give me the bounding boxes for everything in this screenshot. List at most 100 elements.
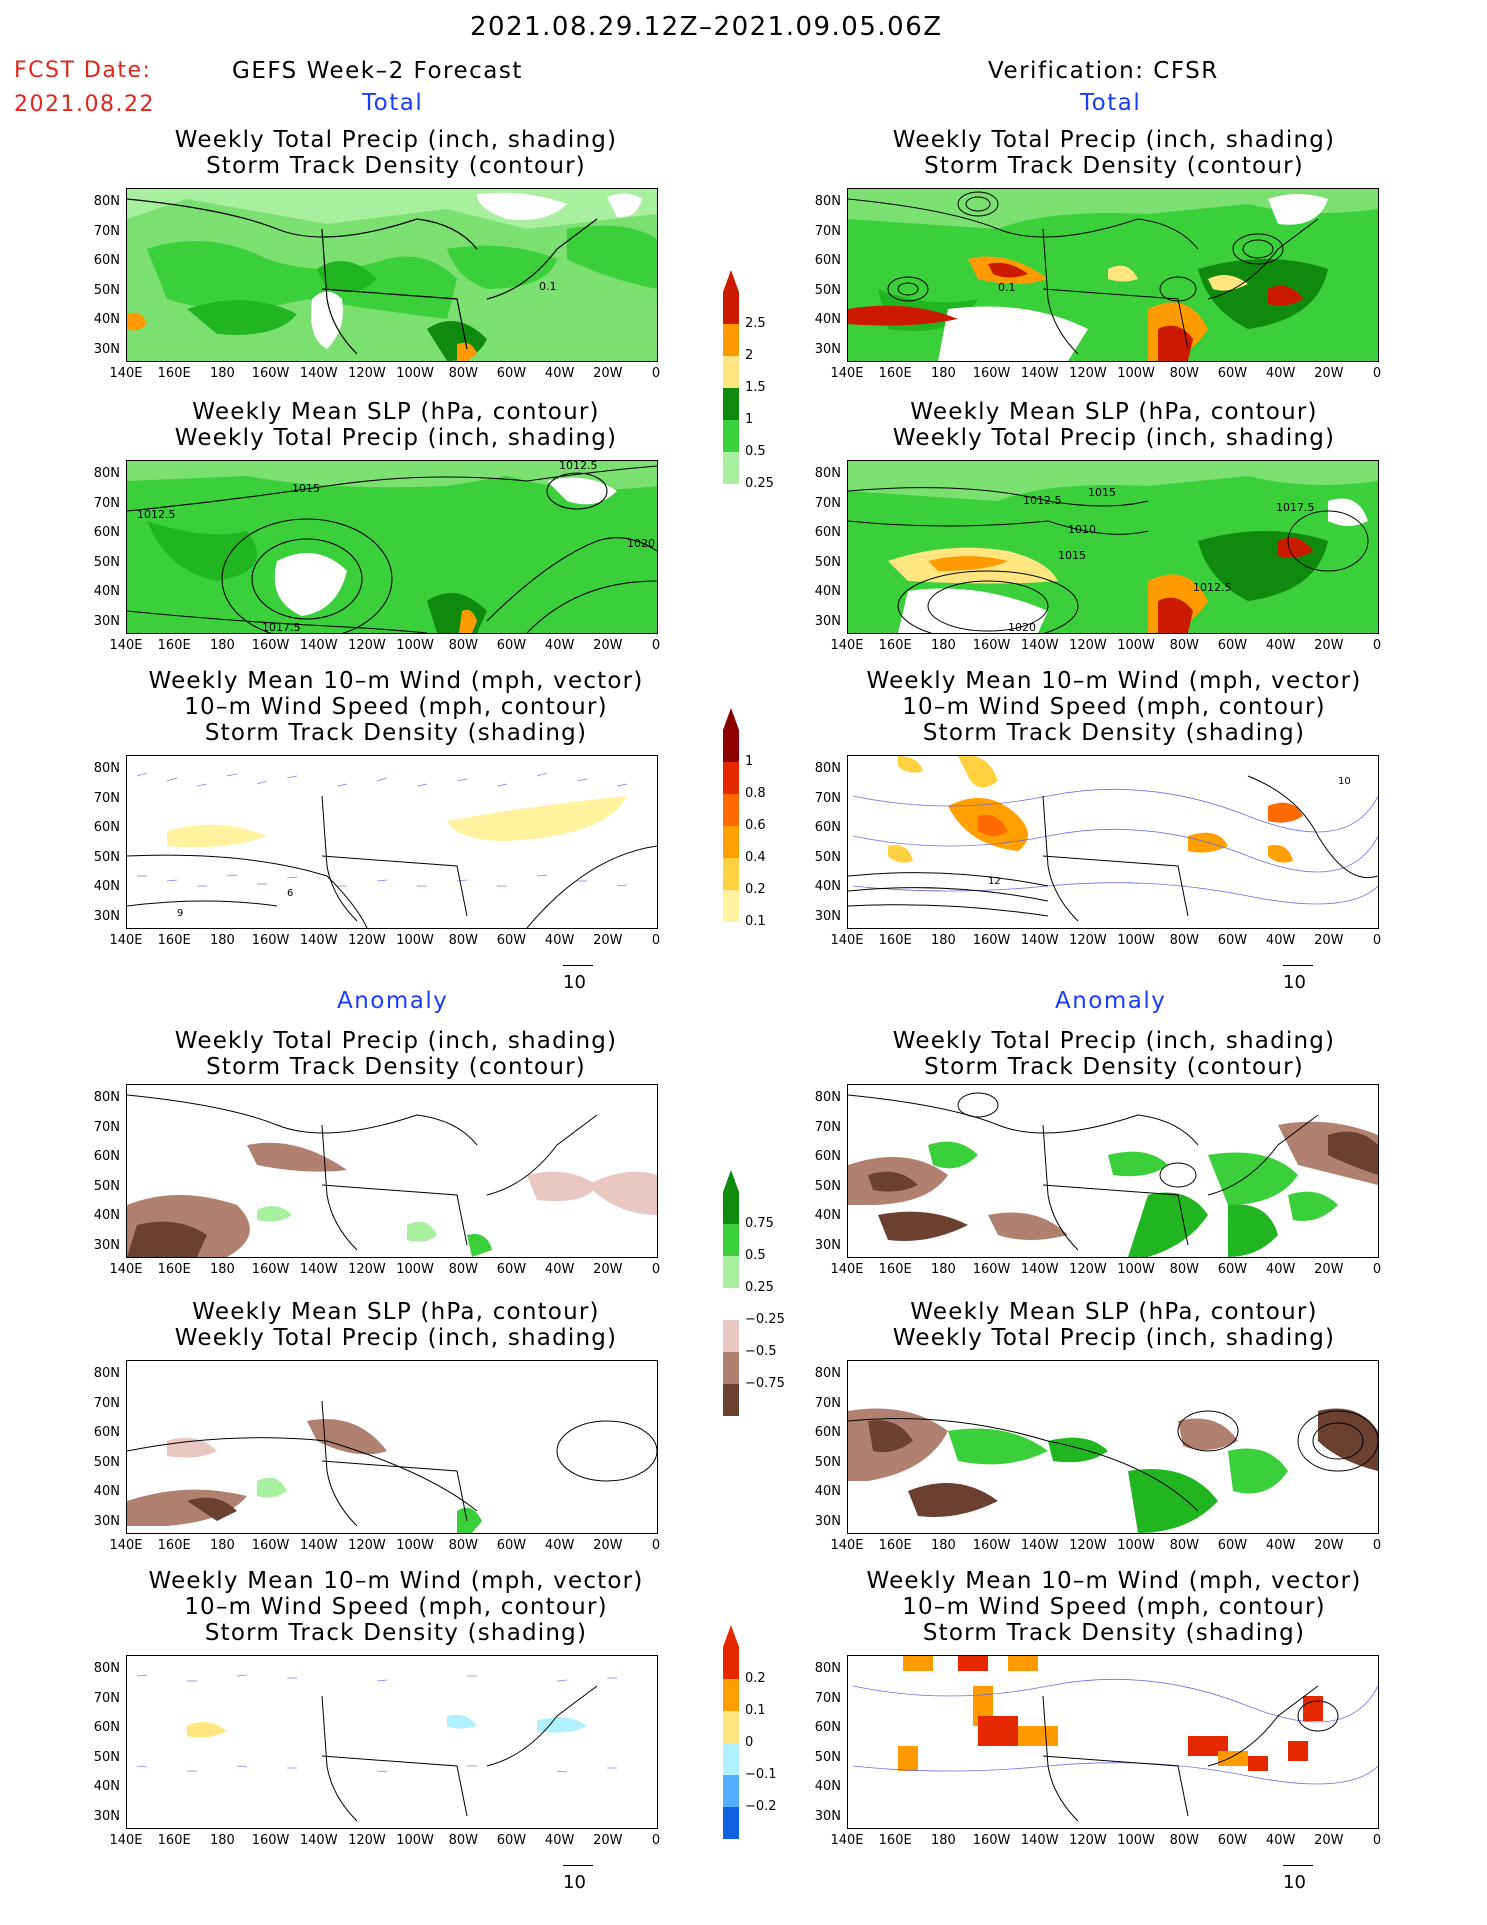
- lon-label: 120W: [348, 638, 386, 653]
- wind-track-map: 9 6: [127, 756, 657, 928]
- lon-label: 40W: [544, 1833, 575, 1848]
- panel-title-l3: Weekly Mean 10–m Wind (mph, vector) 10–m…: [126, 668, 666, 746]
- lon-label: 80W: [448, 1538, 478, 1553]
- lon-label: 160E: [878, 1538, 912, 1553]
- colorbar-label: 0.8: [745, 786, 766, 801]
- lat-label: 60N: [93, 1720, 120, 1735]
- lat-label: 30N: [93, 908, 120, 924]
- lat-label: 70N: [814, 790, 841, 806]
- panel-title-r2: Weekly Mean SLP (hPa, contour) Weekly To…: [844, 399, 1384, 451]
- lon-label: 40W: [544, 638, 575, 653]
- contour-label: 1012.5: [137, 508, 176, 521]
- lon-axis: 140E 160E 180 160W 140W 120W 100W 80W 60W 40W 20W 0: [830, 638, 1387, 654]
- lon-label: 180: [930, 1833, 956, 1848]
- slp-precip-map: 1015 1012.5 1012.5 1020 1017.5: [127, 461, 657, 633]
- colorbar-arrow: [723, 708, 739, 730]
- lon-label: 100W: [1117, 1262, 1155, 1277]
- lon-label: 160E: [157, 638, 191, 653]
- colorbar-arrow: [723, 270, 739, 292]
- colorbar-segment: [723, 730, 739, 762]
- contour-label: 12: [988, 876, 1001, 887]
- lon-label: 160W: [251, 933, 290, 948]
- lon-label: 160W: [972, 1262, 1011, 1277]
- title-line: 10–m Wind Speed (mph, contour): [902, 694, 1326, 720]
- title-line: Weekly Total Precip (inch, shading): [892, 1325, 1336, 1351]
- lon-axis: 140E 160E 180 160W 140W 120W 100W 80W 60W 40W 20W 0: [109, 1538, 666, 1554]
- lat-label: 50N: [93, 849, 120, 865]
- lon-label: 140E: [830, 1538, 864, 1553]
- lat-label: 50N: [814, 282, 841, 298]
- colorbar-label: 1: [745, 412, 754, 427]
- lon-label: 80W: [448, 1833, 478, 1848]
- lon-label: 100W: [396, 1262, 434, 1277]
- lon-label: 120W: [348, 1262, 386, 1277]
- lon-axis: 140E 160E 180 160W 140W 120W 100W 80W 60W 40W 20W 0: [109, 366, 666, 382]
- contour-label: 1012.5: [1193, 581, 1232, 594]
- lat-label: 30N: [93, 341, 120, 357]
- lat-label: 80N: [814, 1366, 841, 1381]
- right-anomaly-label: Anomaly: [1055, 988, 1167, 1014]
- lon-label: 100W: [396, 1538, 434, 1553]
- lon-label: 160E: [157, 1538, 191, 1553]
- map-panel-l4: [126, 1084, 658, 1258]
- lon-label: 0: [651, 638, 661, 653]
- vector-ref-value: 10: [563, 972, 586, 993]
- title-line: Storm Track Density (contour): [206, 1054, 586, 1080]
- right-column-title: Verification: CFSR: [988, 58, 1219, 84]
- lon-axis: 140E 160E 180 160W 140W 120W 100W 80W 60W 40W 20W 0: [830, 1538, 1387, 1554]
- lat-label: 70N: [814, 1395, 841, 1411]
- fcst-date-label: FCST Date:: [14, 58, 152, 83]
- lat-label: 70N: [814, 223, 841, 239]
- lat-label: 70N: [93, 790, 120, 806]
- colorbar-track-anom: 0.2 0.1 0 −0.1 −0.2: [723, 1625, 803, 1875]
- lat-label: 50N: [93, 1454, 120, 1470]
- precip-anom-map: [848, 1085, 1378, 1257]
- lon-label: 0: [651, 933, 661, 948]
- lon-label: 140W: [1020, 638, 1059, 653]
- lat-label: 70N: [814, 1690, 841, 1706]
- left-total-label: Total: [362, 90, 424, 116]
- title-line: Weekly Mean 10–m Wind (mph, vector): [148, 1568, 644, 1594]
- lon-label: 140W: [299, 1538, 338, 1553]
- lon-label: 60W: [1217, 1262, 1248, 1277]
- title-line: Weekly Total Precip (inch, shading): [892, 425, 1336, 451]
- colorbar-arrow: [723, 1170, 739, 1192]
- lon-label: 20W: [593, 1262, 623, 1277]
- title-line: Storm Track Density (shading): [204, 1620, 588, 1646]
- lat-label: 40N: [93, 1208, 120, 1223]
- lat-label: 30N: [93, 613, 120, 629]
- lat-label: 30N: [814, 1808, 841, 1824]
- lon-label: 140E: [830, 1833, 864, 1848]
- lon-label: 40W: [544, 933, 575, 948]
- lon-axis: 140E 160E 180 160W 140W 120W 100W 80W 60W 40W 20W 0: [830, 1833, 1387, 1849]
- title-line: Storm Track Density (contour): [924, 1054, 1304, 1080]
- lon-label: 40W: [1265, 1538, 1296, 1553]
- lon-label: 60W: [496, 366, 527, 381]
- lon-label: 160W: [972, 638, 1011, 653]
- lon-label: 140E: [830, 933, 864, 948]
- lon-label: 40W: [544, 1262, 575, 1277]
- lon-label: 60W: [496, 1833, 527, 1848]
- lon-label: 120W: [1069, 638, 1107, 653]
- lat-label: 50N: [93, 554, 120, 570]
- lon-label: 100W: [396, 638, 434, 653]
- colorbar-segment: [723, 420, 739, 452]
- lat-label: 60N: [814, 253, 841, 268]
- colorbar-segment: [723, 1711, 739, 1743]
- lon-label: 40W: [1265, 1833, 1296, 1848]
- lon-label: 100W: [1117, 638, 1155, 653]
- lat-label: 40N: [814, 879, 841, 894]
- lon-label: 80W: [448, 366, 478, 381]
- lon-label: 120W: [1069, 1538, 1107, 1553]
- lon-axis: 140E 160E 180 160W 140W 120W 100W 80W 60W 40W 20W 0: [109, 933, 666, 949]
- left-anomaly-label: Anomaly: [337, 988, 449, 1014]
- lon-label: 180: [209, 1262, 235, 1277]
- lon-label: 20W: [593, 1538, 623, 1553]
- lat-label: 70N: [93, 1395, 120, 1411]
- colorbar-segment: [723, 1384, 739, 1416]
- lat-label: 40N: [814, 1208, 841, 1223]
- lat-label: 30N: [93, 1237, 120, 1253]
- colorbar-segment: [723, 1320, 739, 1352]
- lat-label: 80N: [814, 1661, 841, 1676]
- panel-title-r6: Weekly Mean 10–m Wind (mph, vector) 10–m…: [844, 1568, 1384, 1646]
